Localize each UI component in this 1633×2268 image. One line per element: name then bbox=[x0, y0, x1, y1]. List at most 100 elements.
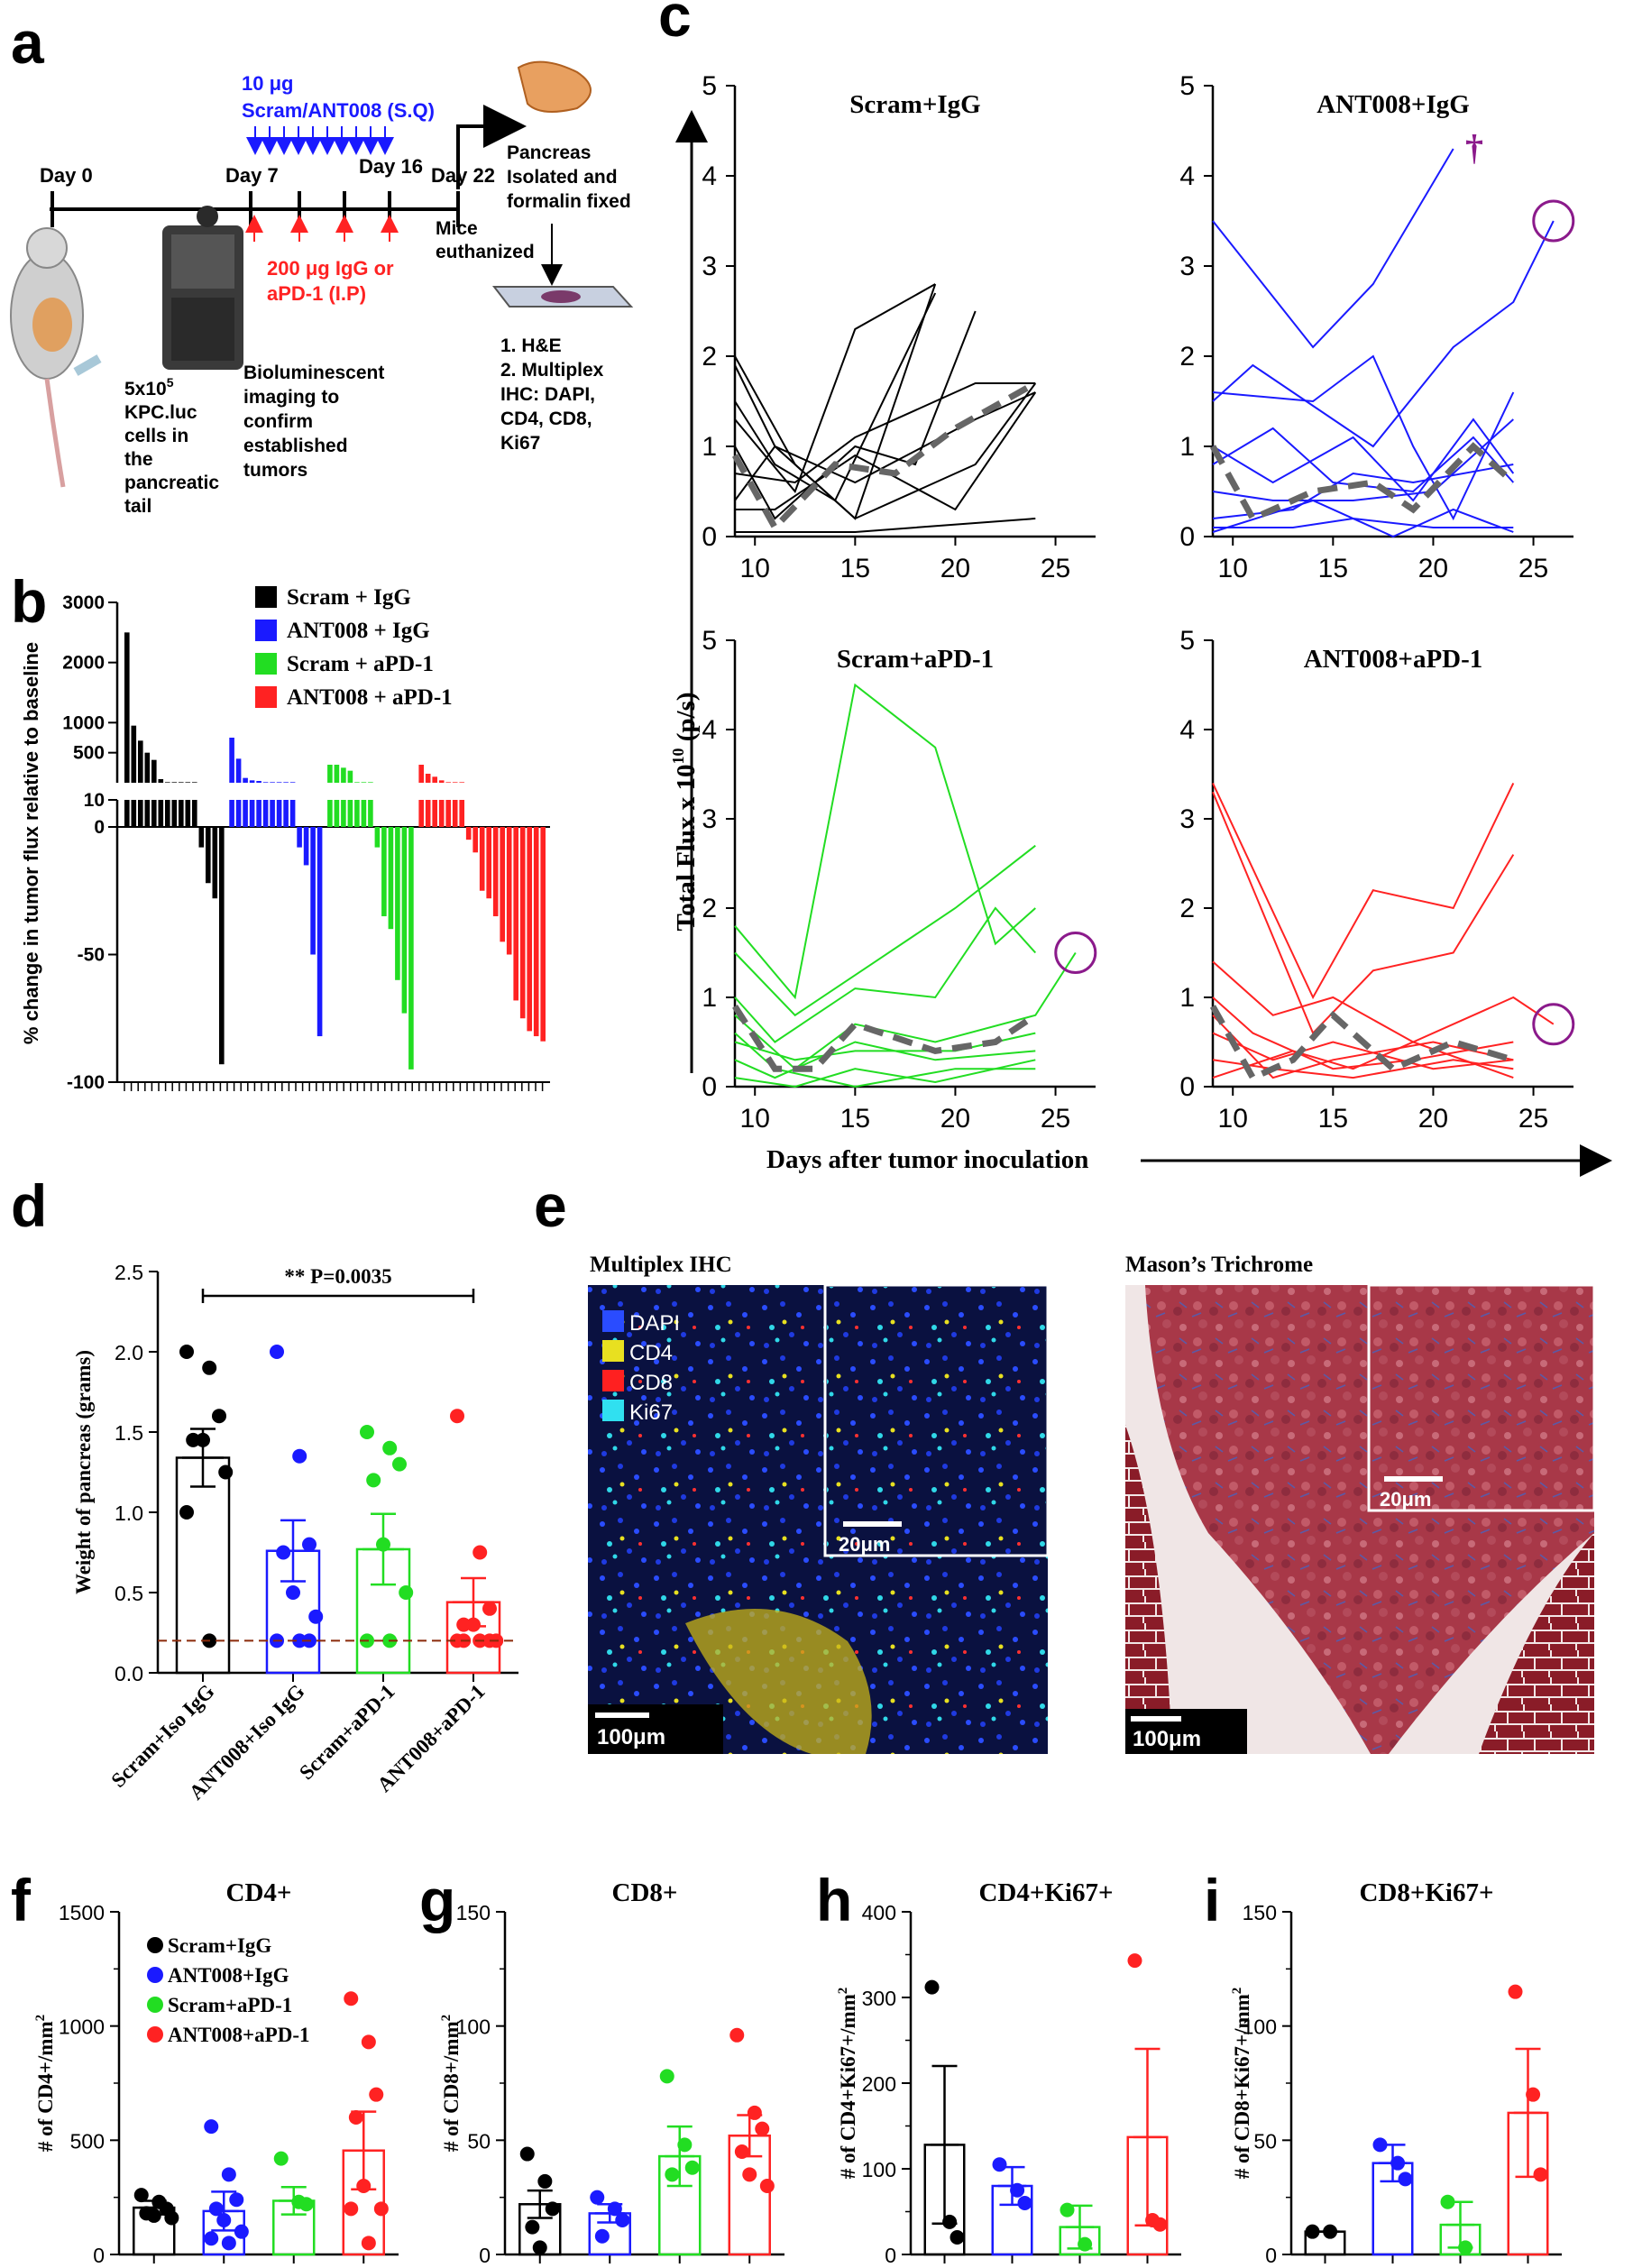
imaging-text: Bioluminescent imaging to confirm establish… bbox=[243, 363, 384, 481]
data-point bbox=[755, 2121, 770, 2136]
b-bar bbox=[513, 827, 518, 1001]
c-y-tick-label: 2 bbox=[1179, 342, 1195, 372]
c-animal-line bbox=[1212, 1015, 1514, 1079]
data-point bbox=[399, 1585, 414, 1600]
b-bar-upper bbox=[459, 782, 464, 783]
dose-top-line2: Scram/ANT008 (S.Q) bbox=[242, 99, 435, 122]
b-bar-lower bbox=[283, 800, 289, 827]
y-tick-label: 100 bbox=[456, 2015, 491, 2039]
c-highlight-circle bbox=[1532, 1003, 1575, 1046]
data-point bbox=[196, 1432, 210, 1447]
b-bar-upper bbox=[131, 725, 137, 783]
f-legend-dot bbox=[147, 1937, 163, 1953]
data-point bbox=[270, 1345, 284, 1359]
c-death-mark: † bbox=[1465, 127, 1483, 168]
panel-label-f: f bbox=[11, 1867, 32, 1933]
chart-title: CD8+ bbox=[612, 1878, 678, 1907]
imaging-line: tumors bbox=[243, 460, 307, 481]
data-point bbox=[924, 1979, 940, 1995]
b-bar-upper bbox=[354, 782, 360, 783]
b-bar bbox=[317, 827, 323, 1037]
b-y-tick-label: -100 bbox=[67, 1072, 105, 1093]
b-bar-upper bbox=[179, 782, 184, 783]
b-bar-upper bbox=[229, 738, 234, 783]
data-point bbox=[204, 2119, 219, 2135]
ihc-legend-label: CD8 bbox=[629, 1371, 673, 1395]
c-animal-line bbox=[734, 906, 1037, 1043]
trichrome-inset-scale-label: 20μm bbox=[1380, 1488, 1432, 1510]
subcutaneous-dose-arrows bbox=[246, 126, 394, 155]
analysis-line: 2. Multiplex bbox=[500, 360, 604, 381]
f-legend-dot bbox=[147, 1997, 163, 2013]
c-y-tick-label: 0 bbox=[702, 522, 717, 552]
b-bar-lower bbox=[432, 800, 437, 827]
data-point bbox=[208, 2201, 224, 2217]
b-bar bbox=[500, 827, 505, 942]
b-bar-lower bbox=[229, 800, 234, 827]
c-y-tick-label: 3 bbox=[1179, 252, 1195, 281]
c-animal-line bbox=[1212, 1032, 1514, 1070]
y-tick-label: 0 bbox=[479, 2244, 491, 2267]
b-bar-lower bbox=[249, 800, 255, 827]
b-bar-upper bbox=[262, 782, 269, 783]
b-bar bbox=[297, 827, 302, 848]
y-tick-label: 50 bbox=[1253, 2129, 1277, 2153]
c-x-tick-label: 10 bbox=[740, 554, 770, 583]
data-point bbox=[392, 1456, 407, 1472]
b-legend-swatch bbox=[255, 620, 277, 641]
data-point bbox=[472, 1545, 488, 1560]
data-point bbox=[1508, 1984, 1523, 1999]
c-y-tick-label: 5 bbox=[1179, 71, 1195, 101]
b-y-tick-label: 0 bbox=[94, 817, 105, 838]
c-y-tick-label: 1 bbox=[702, 432, 717, 462]
data-point bbox=[734, 2144, 749, 2159]
y-tick-label: 1.5 bbox=[115, 1421, 143, 1445]
panel-b-waterfall: 3000 2000 1000 500 10 0 -50 -100 % change in tum… bbox=[20, 585, 550, 1093]
data-point bbox=[229, 2192, 244, 2208]
b-bar bbox=[206, 827, 211, 884]
panel-i-cd8-ki67: 0 50 100 150 # of CD8+Ki67+/mm2 CD8+Ki67+ bbox=[1230, 1878, 1562, 2267]
data-point bbox=[133, 2188, 149, 2203]
c-animal-line bbox=[1212, 427, 1515, 493]
cells-line3: cells in bbox=[124, 426, 188, 446]
b-y-axis-label: % change in tumor flux relative to basel… bbox=[20, 642, 42, 1044]
panel-label-i: i bbox=[1204, 1867, 1220, 1933]
c-y-tick-label: 4 bbox=[1179, 715, 1195, 745]
data-point bbox=[376, 1537, 390, 1552]
b-bar-lower bbox=[179, 800, 184, 827]
b-bar-upper bbox=[334, 765, 340, 783]
b-bar-upper bbox=[289, 782, 296, 783]
data-point bbox=[1440, 2194, 1455, 2209]
y-tick-label: 50 bbox=[467, 2129, 491, 2153]
panel-g-cd8: 0 50 100 150 # of CD8+/mm2 CD8+ bbox=[439, 1878, 784, 2267]
imaging-line: established bbox=[243, 436, 348, 456]
c-y-axis-label: Total Flux x 1010 (p/s) bbox=[669, 692, 701, 931]
y-axis-label: # of CD4+Ki67+/mm2 bbox=[836, 1988, 859, 2180]
c-y-tick-label: 4 bbox=[702, 161, 717, 191]
b-bar-lower bbox=[354, 800, 360, 827]
data-point bbox=[519, 2146, 535, 2162]
y-tick-label: 0 bbox=[93, 2244, 105, 2267]
data-point bbox=[221, 2167, 236, 2182]
y-tick-label: 300 bbox=[862, 1987, 896, 2010]
cells-line1: 5x105 bbox=[124, 375, 174, 399]
data-point bbox=[532, 2240, 547, 2255]
data-point bbox=[382, 1440, 398, 1455]
b-bar bbox=[465, 827, 472, 840]
b-bar-upper bbox=[347, 770, 353, 783]
c-y-tick-label: 0 bbox=[1179, 1072, 1195, 1102]
ihc-legend-label: Ki67 bbox=[629, 1400, 673, 1425]
b-bar bbox=[472, 827, 478, 853]
b-bar bbox=[506, 827, 512, 955]
cells-line6: tail bbox=[124, 496, 151, 517]
analysis-text: 1. H&E 2. Multiplex IHC: DAPI, CD4, CD8, Ki6… bbox=[500, 335, 604, 454]
b-bar-upper bbox=[171, 782, 178, 783]
b-bar-lower bbox=[445, 800, 451, 827]
b-legend-swatch bbox=[255, 686, 277, 708]
data-point bbox=[545, 2201, 560, 2217]
b-legend-swatch bbox=[255, 586, 277, 608]
b-bar-upper bbox=[438, 780, 445, 783]
analysis-line: 1. H&E bbox=[500, 335, 562, 356]
